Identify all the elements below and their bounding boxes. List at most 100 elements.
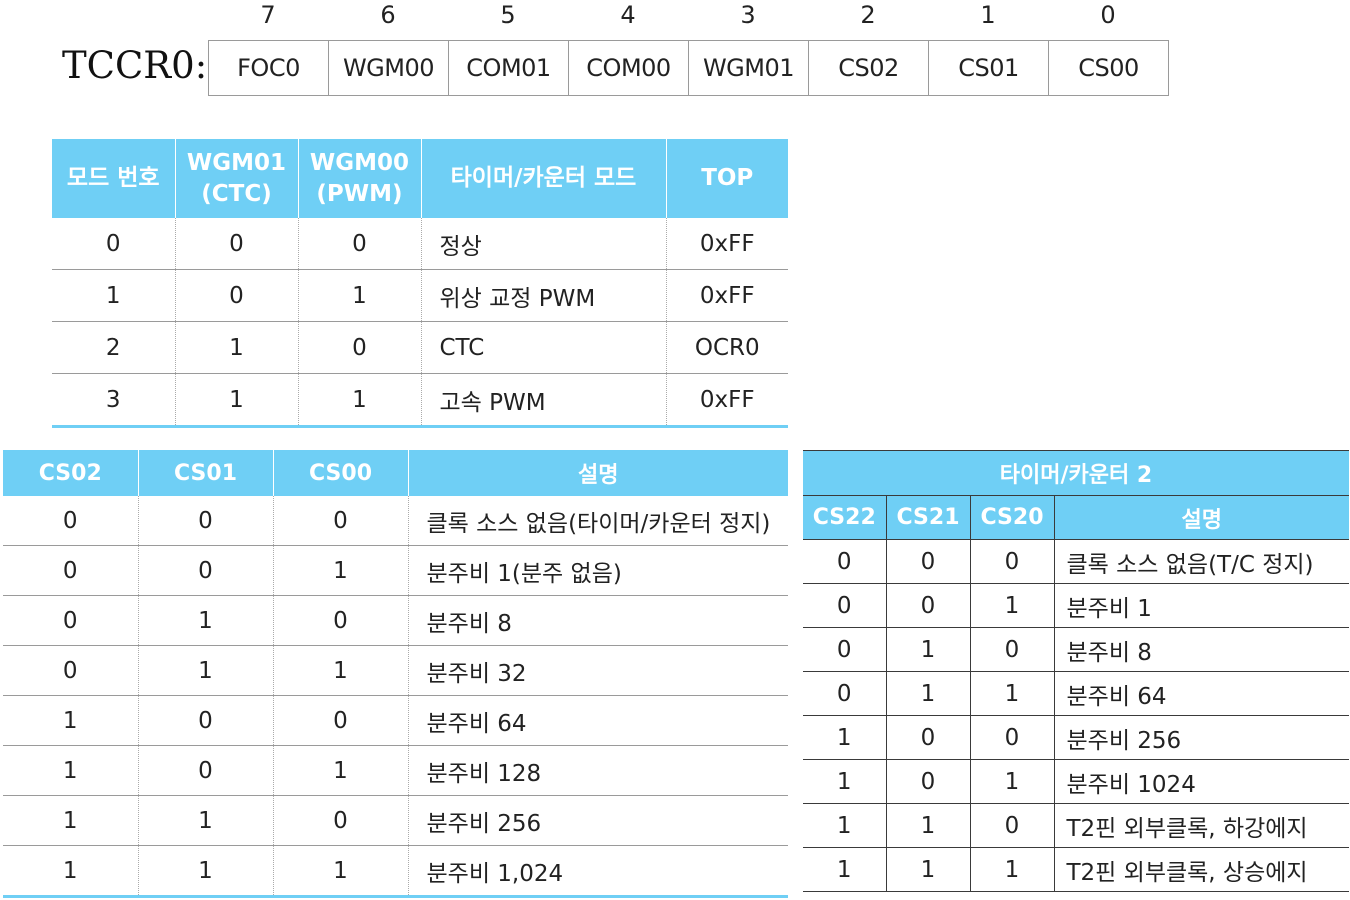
table-cell: 1: [803, 715, 887, 760]
register-field: CS01: [928, 41, 1048, 95]
table-cell: 1: [803, 803, 887, 848]
table-cell: 1: [174, 373, 298, 428]
table-cell: 1: [3, 795, 138, 846]
mode-table-row: 3 1 1 고속 PWM 0xFF: [52, 373, 788, 428]
table-cell: 1: [137, 795, 273, 846]
table-cell: 1: [969, 583, 1055, 628]
mode-table-header-mode-no: 모드 번호: [52, 139, 175, 218]
table-cell: 0: [174, 218, 298, 270]
mode-table-row: 2 1 0 CTC OCR0: [52, 321, 788, 374]
table-cell: 1: [885, 627, 971, 672]
table-cell: 분주비 1(분주 없음): [407, 545, 788, 596]
table-cell: 0xFF: [665, 373, 788, 428]
table-cell: 0: [272, 695, 408, 746]
table-cell: 0: [137, 695, 273, 746]
table-cell: 분주비 1: [1053, 583, 1350, 628]
header-line: WGM00: [309, 149, 410, 176]
table-cell: 1: [297, 269, 421, 322]
table-cell: 0: [272, 595, 408, 646]
bit-number: 1: [980, 1, 996, 29]
mode-table-row: 0 0 0 정상 0xFF: [52, 218, 788, 270]
table-cell: 0: [885, 759, 971, 804]
table-cell: 2: [52, 321, 175, 374]
timer0-header-cs02: CS02: [3, 450, 138, 496]
header-line: WGM01: [186, 149, 287, 176]
table-cell: 1: [137, 645, 273, 696]
bit-number: 5: [500, 1, 516, 29]
bit-number: 7: [260, 1, 276, 29]
bit-number: 6: [380, 1, 396, 29]
table-cell: 1: [969, 847, 1055, 892]
table-cell: 0: [969, 803, 1055, 848]
table-cell: 1: [272, 745, 408, 796]
timer0-table-row: 0 0 0 클록 소스 없음(타이머/카운터 정지): [3, 496, 788, 546]
timer0-table-row: 0 1 1 분주비 32: [3, 645, 788, 696]
mode-table: 모드 번호 WGM01 (CTC) WGM00 (PWM) 타이머/카운터 모드 T…: [52, 139, 788, 428]
table-cell: 1: [272, 545, 408, 596]
register-field: WGM01: [688, 41, 808, 95]
timer0-table-row: 1 1 1 분주비 1,024: [3, 845, 788, 898]
table-cell: 0: [297, 218, 421, 270]
table-cell: 0: [3, 645, 138, 696]
timer2-table-row: 0 0 0 클록 소스 없음(T/C 정지): [803, 539, 1350, 584]
table-cell: 0: [137, 496, 273, 546]
timer2-header-description: 설명: [1053, 495, 1350, 540]
timer2-table-row: 1 1 1 T2핀 외부클록, 상승에지: [803, 847, 1350, 892]
table-cell: 0: [272, 795, 408, 846]
header-line: (CTC): [201, 180, 272, 207]
table-cell: 분주비 32: [407, 645, 788, 696]
mode-table-header-wgm00: WGM00 (PWM): [297, 139, 421, 218]
table-cell: 1: [174, 321, 298, 374]
timer0-header-cs01: CS01: [137, 450, 273, 496]
table-cell: 0: [803, 583, 887, 628]
bit-number: 4: [620, 1, 636, 29]
table-cell: 분주비 8: [407, 595, 788, 646]
table-cell: 0: [885, 715, 971, 760]
register-field: CS00: [1048, 41, 1168, 95]
table-cell: 3: [52, 373, 175, 428]
table-cell: 분주비 1,024: [407, 845, 788, 898]
table-cell: 0: [969, 539, 1055, 584]
timer2-table-row: 0 0 1 분주비 1: [803, 583, 1350, 628]
table-cell: 1: [137, 595, 273, 646]
timer0-table-row: 1 0 1 분주비 128: [3, 745, 788, 796]
table-cell: 0: [885, 539, 971, 584]
register-field: FOC0: [237, 54, 300, 82]
table-cell: 분주비 256: [1053, 715, 1350, 760]
bit-number: 0: [1100, 1, 1116, 29]
mode-table-header-mode: 타이머/카운터 모드: [420, 139, 666, 218]
table-cell: 분주비 1024: [1053, 759, 1350, 804]
table-cell: 0: [52, 218, 175, 270]
timer2-header-cs21: CS21: [885, 495, 971, 540]
timer2-table-row: 0 1 0 분주비 8: [803, 627, 1350, 672]
table-cell: 분주비 8: [1053, 627, 1350, 672]
table-cell: T2핀 외부클록, 상승에지: [1053, 847, 1350, 892]
table-cell: 0: [803, 671, 887, 716]
timer0-header-cs00: CS00: [272, 450, 408, 496]
mode-table-header-row: 모드 번호 WGM01 (CTC) WGM00 (PWM) 타이머/카운터 모드 T…: [52, 139, 788, 218]
timer0-table-row: 0 0 1 분주비 1(분주 없음): [3, 545, 788, 596]
table-cell: 분주비 64: [1053, 671, 1350, 716]
timer0-table-row: 0 1 0 분주비 8: [3, 595, 788, 646]
table-cell: 0xFF: [665, 269, 788, 322]
timer2-table-title: 타이머/카운터 2: [803, 450, 1350, 496]
timer2-table-row: 0 1 1 분주비 64: [803, 671, 1350, 716]
table-cell: 0: [3, 595, 138, 646]
table-cell: 위상 교정 PWM: [420, 269, 666, 322]
bit-number: 3: [740, 1, 756, 29]
timer0-table-row: 1 0 0 분주비 64: [3, 695, 788, 746]
table-cell: 0: [174, 269, 298, 322]
table-cell: 1: [885, 671, 971, 716]
register-field: COM01: [448, 41, 568, 95]
timer0-table-row: 1 1 0 분주비 256: [3, 795, 788, 846]
register-field-row: FOC0 WGM00 COM01 COM00 WGM01 CS02 CS01 C…: [208, 40, 1169, 96]
timer2-table-row: 1 0 1 분주비 1024: [803, 759, 1350, 804]
table-cell: 0: [885, 583, 971, 628]
header-line: (PWM): [316, 180, 403, 207]
table-cell: 1: [3, 695, 138, 746]
register-name: TCCR0:: [62, 44, 208, 87]
register-field: COM00: [568, 41, 688, 95]
register-field: CS02: [808, 41, 928, 95]
table-cell: 0: [803, 539, 887, 584]
